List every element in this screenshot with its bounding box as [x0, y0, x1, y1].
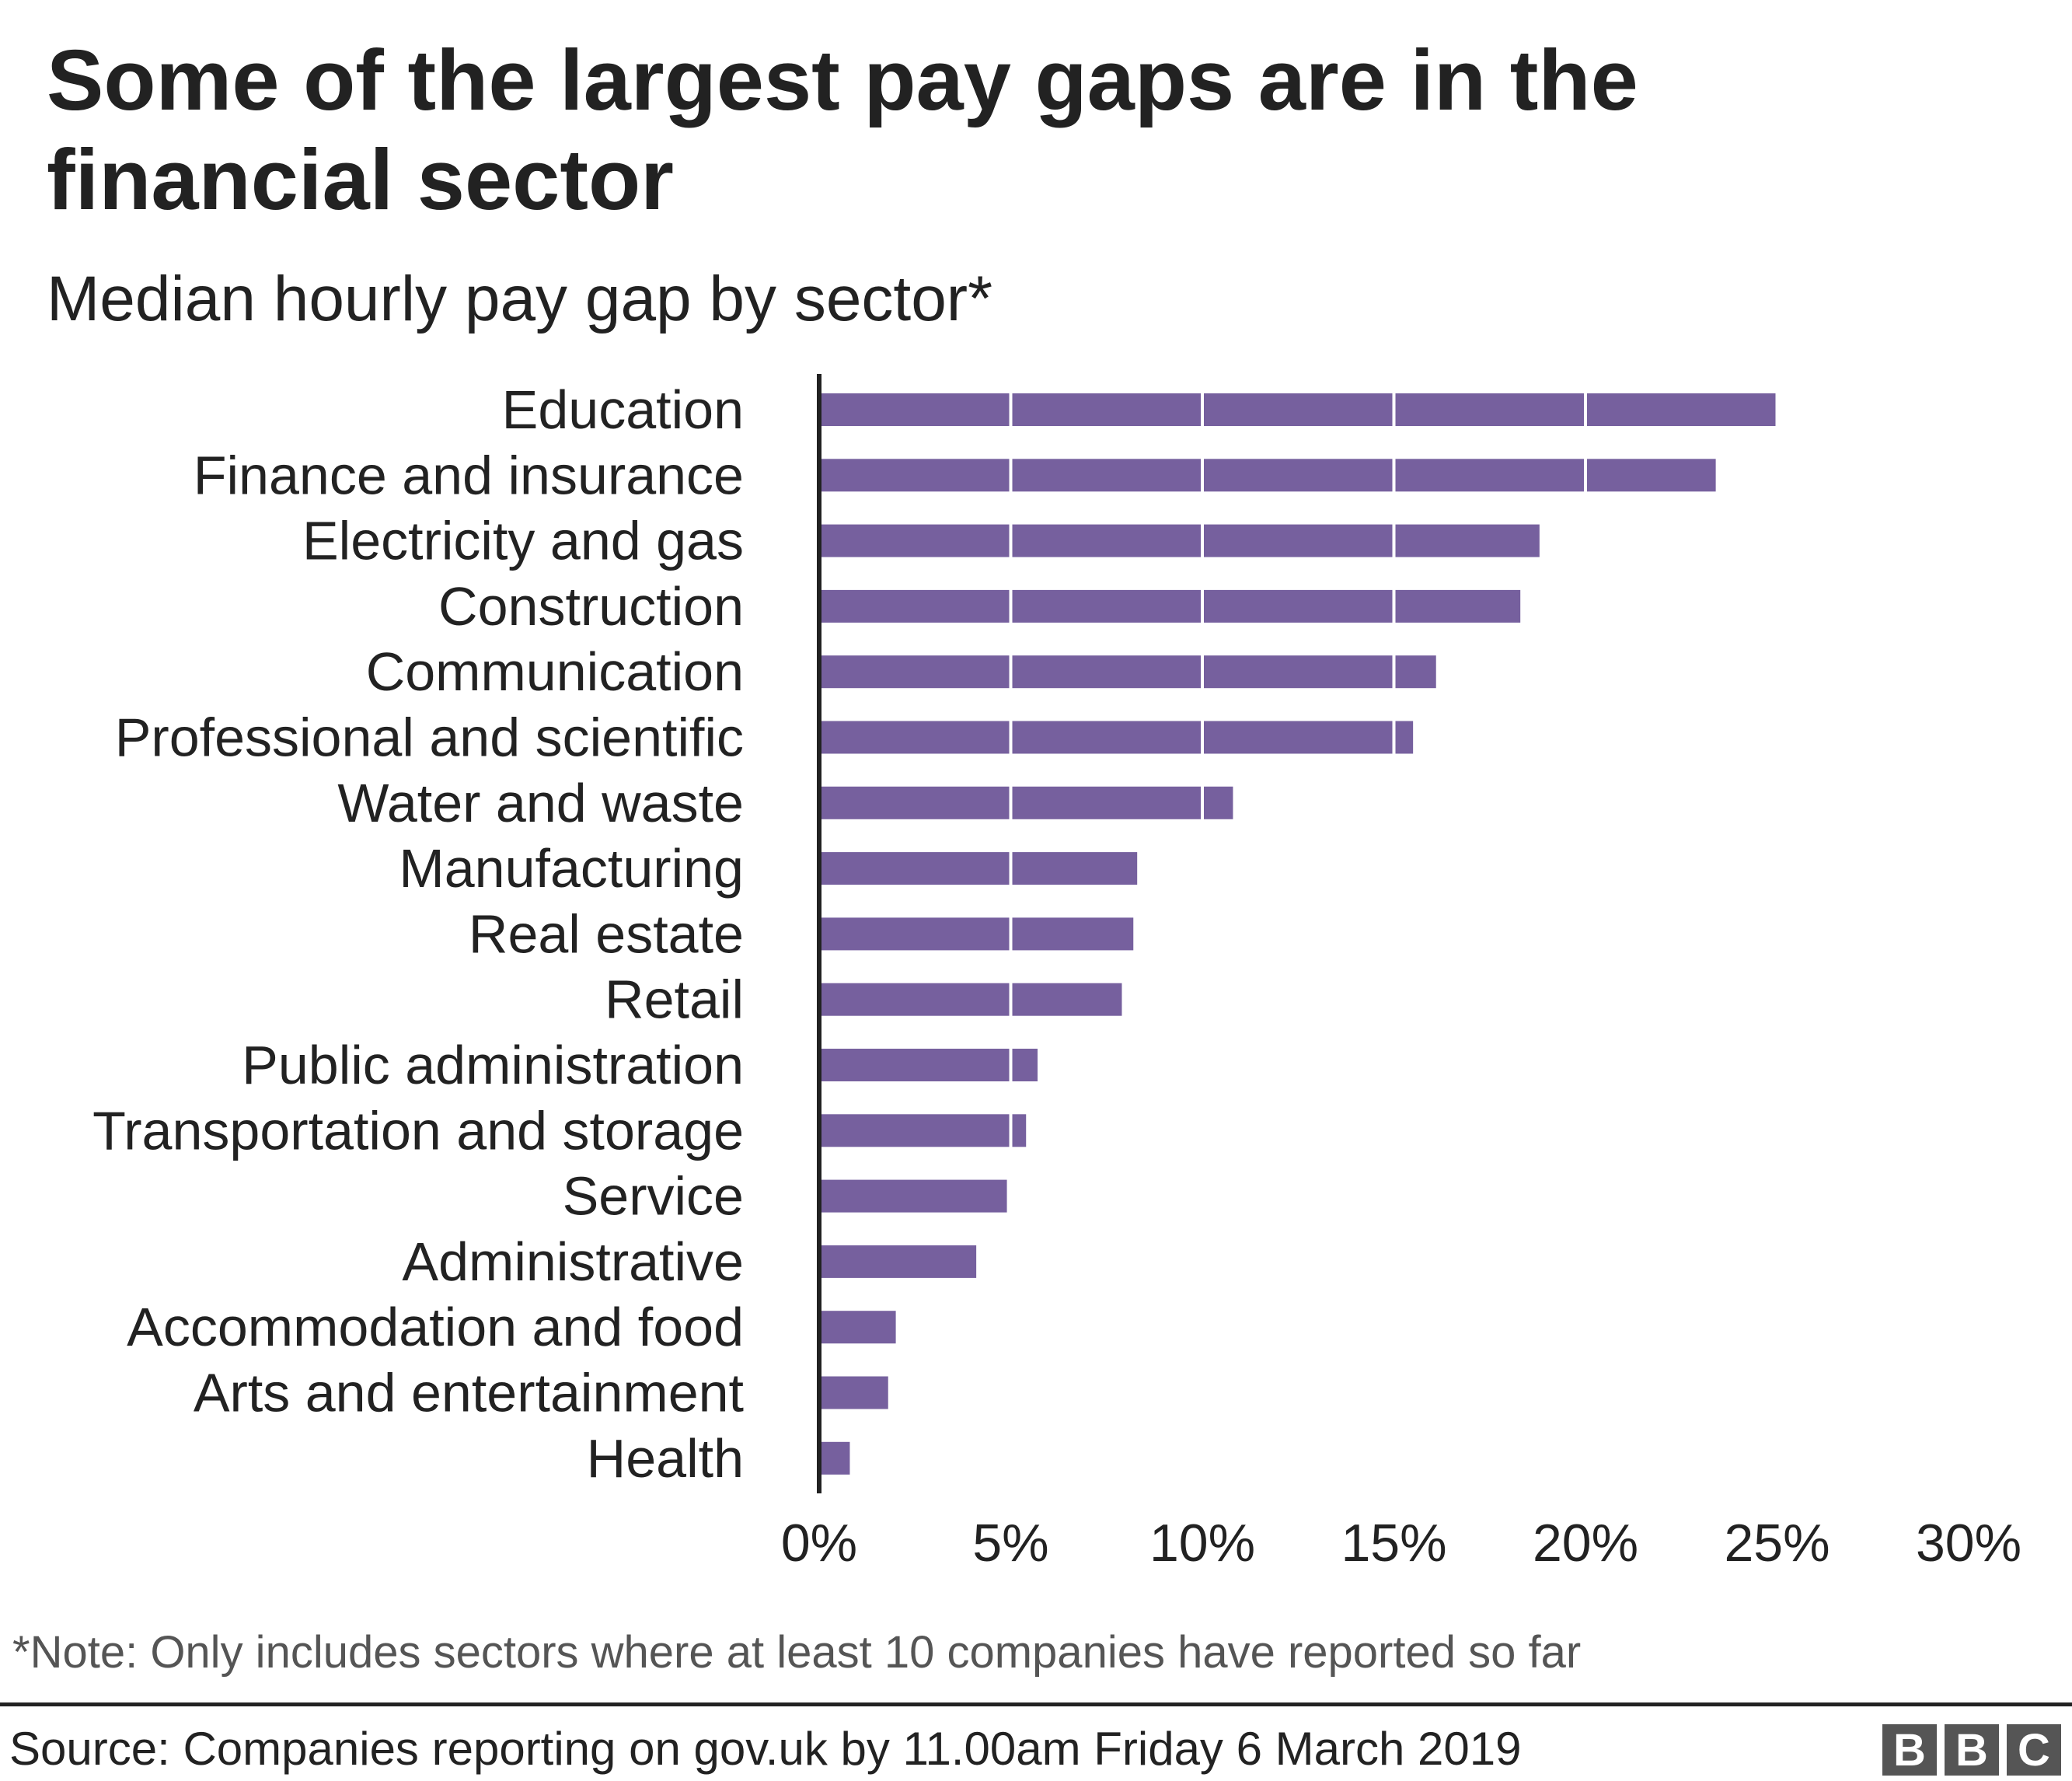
- logo-letter: B: [1945, 1724, 1999, 1776]
- category-label: Construction: [438, 576, 744, 637]
- x-tick-label: 10%: [1149, 1514, 1255, 1573]
- category-label: Transportation and storage: [92, 1100, 744, 1161]
- category-label: Arts and entertainment: [194, 1363, 744, 1423]
- bar: [819, 917, 1134, 951]
- bar: [819, 589, 1521, 623]
- logo-letter: C: [2007, 1724, 2061, 1776]
- category-label: Health: [587, 1428, 744, 1489]
- x-tick-label: 25%: [1724, 1514, 1830, 1573]
- divider: [0, 1702, 2072, 1706]
- x-tick-label: 5%: [972, 1514, 1048, 1573]
- category-label: Real estate: [469, 903, 744, 964]
- x-tick-label: 0%: [781, 1514, 857, 1573]
- bbc-logo: B B C: [1882, 1724, 2061, 1776]
- bar: [819, 1441, 850, 1475]
- x-tick-label: 20%: [1533, 1514, 1638, 1573]
- bar: [819, 721, 1414, 754]
- bar: [819, 1311, 896, 1344]
- category-label: Finance and insurance: [194, 445, 744, 505]
- chart-title: Some of the largest pay gaps are in the …: [47, 33, 1638, 228]
- bar: [819, 852, 1138, 885]
- source-text: Source: Companies reporting on gov.uk by…: [9, 1723, 1522, 1775]
- category-label: Retail: [605, 969, 744, 1030]
- bar: [819, 459, 1716, 492]
- category-label: Professional and scientific: [115, 707, 744, 768]
- logo-letter: B: [1882, 1724, 1937, 1776]
- x-tick-label: 30%: [1916, 1514, 2021, 1573]
- bar: [819, 983, 1122, 1016]
- bar: [819, 524, 1540, 557]
- category-label: Service: [563, 1166, 744, 1227]
- bar: [819, 786, 1233, 819]
- bar: [819, 655, 1436, 689]
- category-label: Communication: [366, 641, 744, 702]
- bar: [819, 1179, 1007, 1213]
- category-label: Public administration: [242, 1035, 744, 1095]
- x-tick-label: 15%: [1341, 1514, 1446, 1573]
- category-label: Accommodation and food: [127, 1297, 744, 1357]
- category-label: Education: [502, 379, 744, 440]
- category-label: Water and waste: [337, 773, 744, 833]
- bar: [819, 1376, 888, 1409]
- bar: [819, 1245, 977, 1278]
- chart-subtitle: Median hourly pay gap by sector*: [47, 264, 993, 334]
- bar: [819, 1049, 1038, 1081]
- footnote: *Note: Only includes sectors where at le…: [12, 1627, 1582, 1678]
- category-label: Administrative: [402, 1231, 744, 1292]
- bar: [819, 1114, 1027, 1147]
- bar: [819, 393, 1777, 426]
- category-label: Manufacturing: [399, 838, 744, 899]
- category-label: Electricity and gas: [302, 511, 744, 571]
